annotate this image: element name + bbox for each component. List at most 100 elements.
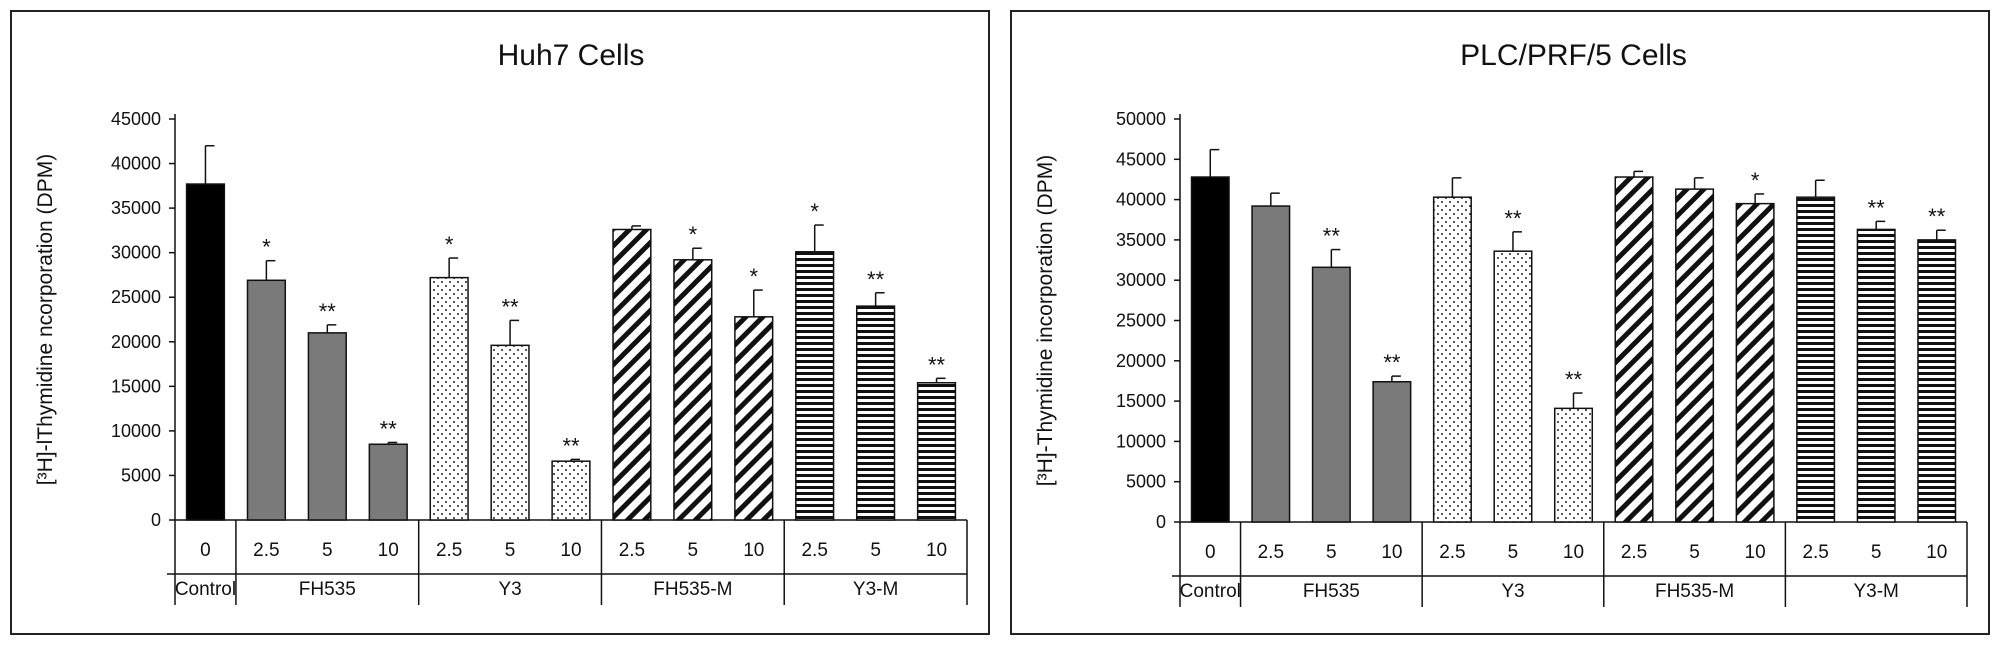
x-tick-label: 5 [322,540,333,561]
chart-title: Huh7 Cells [498,39,645,72]
group-label: Y3 [1501,581,1524,602]
y-tick-label: 0 [151,510,161,530]
x-tick-label: 5 [1326,542,1337,563]
group-label: Y3 [498,579,521,600]
bar [916,382,957,521]
bar [612,228,652,521]
x-tick-label: 5 [505,540,516,561]
significance-marker: * [445,232,454,257]
significance-marker: ** [928,352,946,377]
x-tick-label: 10 [1926,542,1947,563]
bar [246,279,287,521]
bar [1675,188,1715,523]
y-tick-label: 20000 [1116,351,1166,371]
y-axis-label: [³H]-Thymidine incorporation (DPM) [1034,155,1057,486]
bar [1372,381,1412,523]
y-tick-label: 5000 [121,465,161,485]
x-tick-label: 2.5 [436,540,462,561]
y-tick-label: 45000 [1116,149,1166,169]
bar [307,332,347,521]
x-tick-label: 2.5 [1621,542,1647,563]
y-tick-label: 20000 [111,332,161,352]
y-tick-label: 25000 [1116,311,1166,331]
bar [1917,239,1957,523]
bar [1553,407,1594,523]
group-label: Y3-M [1853,581,1898,602]
x-tick-label: 2.5 [253,540,279,561]
huh7-chart-panel: Huh7 Cells [³H]-lThymidine ncorporation (… [10,10,990,635]
bar [1796,196,1836,523]
bar [368,443,408,521]
x-tick-label: 0 [1205,542,1216,563]
bar [734,316,774,521]
x-tick-label: 10 [378,540,399,561]
group-label: FH535 [299,579,356,600]
group-label: FH535-M [1655,581,1734,602]
significance-marker: * [689,222,698,247]
x-tick-label: 10 [560,540,581,561]
x-tick-label: 5 [688,540,699,561]
bar [1251,205,1291,523]
significance-marker: ** [1323,224,1341,249]
chart-title: PLC/PRF/5 Cells [1460,39,1687,72]
y-tick-label: 25000 [111,287,161,307]
x-tick-label: 10 [1563,542,1584,563]
x-tick-label: 2.5 [1802,542,1828,563]
bar [551,460,591,521]
y-tick-label: 15000 [111,376,161,396]
x-tick-label: 0 [200,540,211,561]
y-tick-label: 0 [1156,512,1166,532]
plc-bar-chart: PLC/PRF/5 Cells [³H]-Thymidine incorporat… [1034,39,1968,607]
bar [1735,202,1775,523]
y-axis-label: [³H]-lThymidine ncorporation (DPM) [34,154,57,485]
significance-marker: ** [1868,195,1886,220]
y-tick-label: 35000 [1116,230,1166,250]
x-tick-label: 10 [926,540,947,561]
significance-marker: ** [1383,350,1401,375]
group-label: FH535-M [653,579,732,600]
significance-marker: * [749,264,758,289]
x-tick-label: 10 [743,540,764,561]
significance-marker: * [810,199,819,224]
y-tick-label: 45000 [111,109,161,129]
y-tick-label: 30000 [1116,270,1166,290]
significance-marker: ** [562,433,580,458]
significance-marker: ** [380,416,398,441]
group-label: Y3-M [853,579,898,600]
bar [795,251,835,521]
significance-marker: ** [1565,367,1583,392]
y-tick-label: 15000 [1116,391,1166,411]
y-tick-label: 40000 [111,154,161,174]
y-tick-label: 40000 [1116,190,1166,210]
bar [1493,250,1533,523]
significance-marker: * [1751,168,1760,193]
bar [490,344,530,521]
significance-marker: ** [319,299,337,324]
group-label: Control [175,579,236,600]
x-tick-label: 2.5 [1258,542,1284,563]
significance-marker: ** [1504,206,1522,231]
bar [1311,266,1351,523]
x-tick-label: 5 [1689,542,1700,563]
group-label: FH535 [1303,581,1360,602]
bar [429,276,469,521]
x-tick-label: 5 [870,540,881,561]
huh7-bar-chart: Huh7 Cells [³H]-lThymidine ncorporation (… [34,39,968,605]
group-label: Control [1180,581,1241,602]
bar [855,305,896,521]
x-tick-label: 10 [1745,542,1766,563]
x-tick-label: 2.5 [619,540,645,561]
y-tick-label: 30000 [111,243,161,263]
bar [673,259,713,521]
bar [1614,176,1654,523]
y-tick-label: 35000 [111,198,161,218]
bar [1856,228,1896,523]
x-tick-label: 10 [1381,542,1402,563]
bar [1190,176,1230,523]
plc-chart-panel: PLC/PRF/5 Cells [³H]-Thymidine incorporat… [1010,10,1990,635]
bar [185,183,226,521]
bar [1432,196,1472,523]
significance-marker: ** [1928,204,1946,229]
y-tick-label: 10000 [111,421,161,441]
